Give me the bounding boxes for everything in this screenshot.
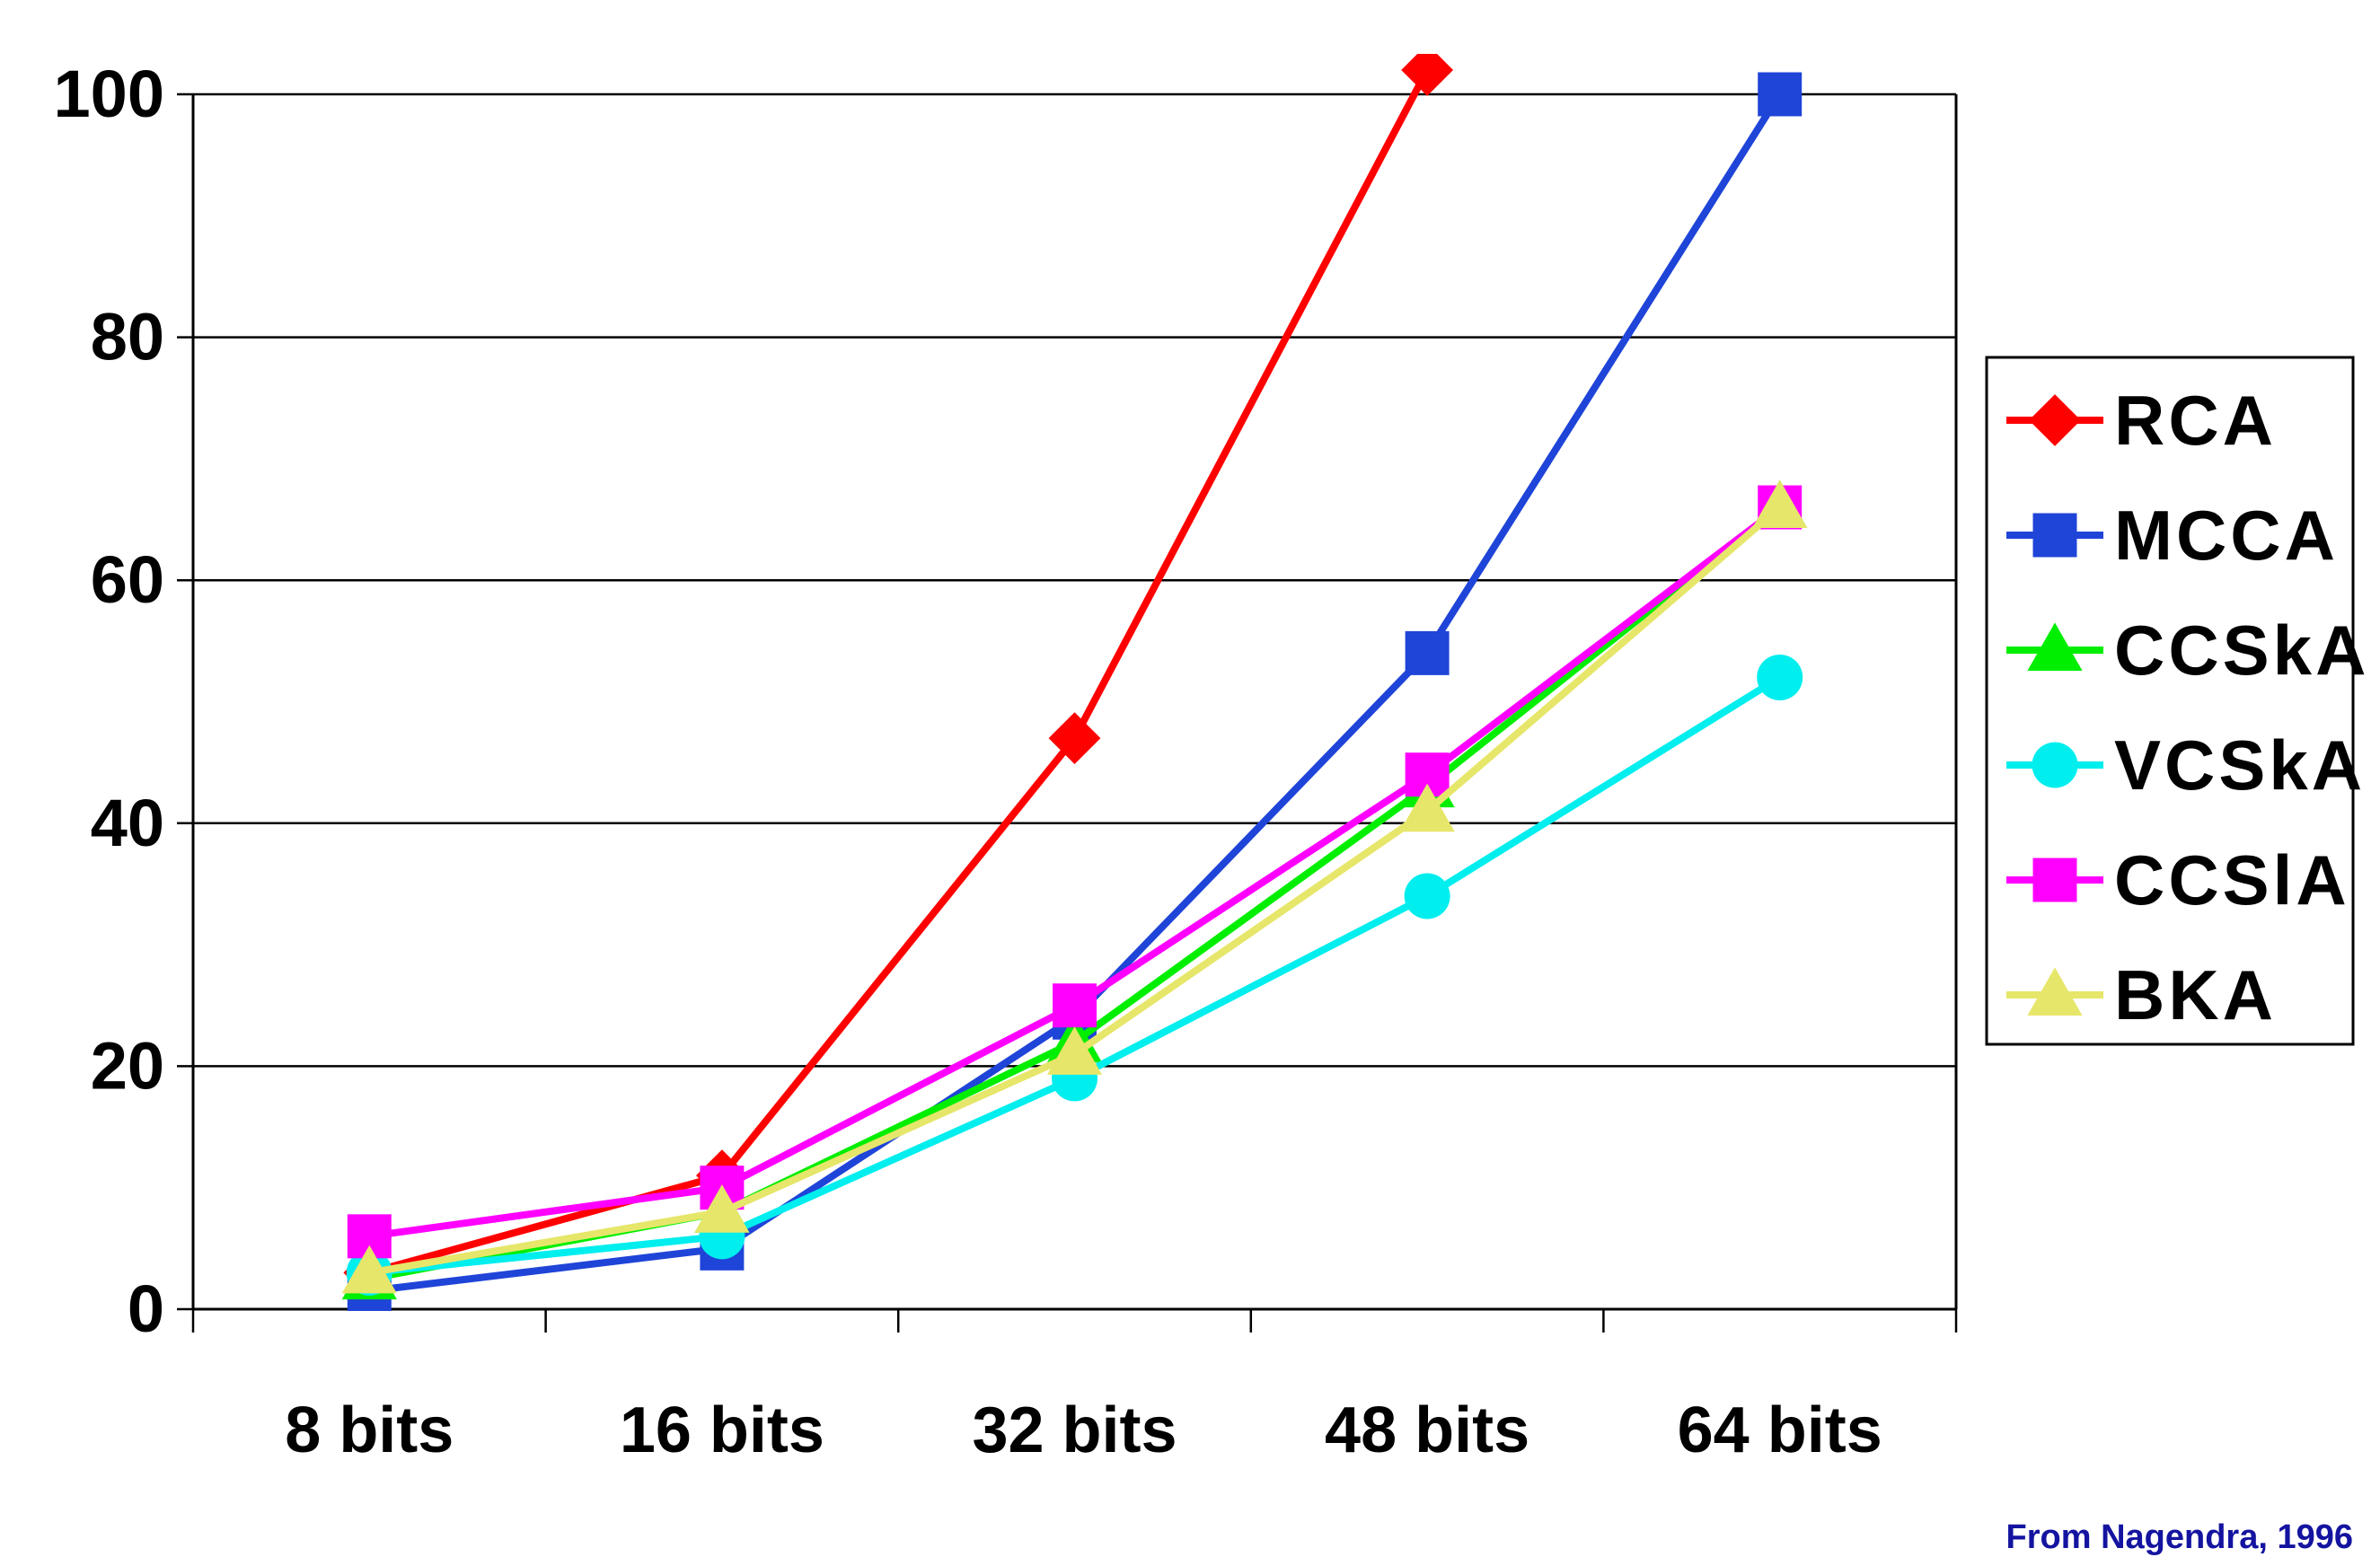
legend: RCA MCCA CCSkA VCSkA CCSlA BKA (1985, 356, 2369, 1046)
x-tick-label: 48 bits (1325, 1394, 1529, 1466)
data-point-rca (1048, 712, 1101, 764)
data-point-bka (694, 1184, 750, 1233)
legend-label: RCA (2114, 381, 2277, 460)
y-tick-label: 80 (91, 300, 164, 374)
legend-item-rca: RCA (2006, 381, 2277, 460)
x-axis-tick-labels: 8 bits 16 bits 32 bits 48 bits 64 bits (285, 1394, 1882, 1466)
y-tick-label: 40 (91, 786, 164, 860)
data-point-vcska (1757, 654, 1803, 700)
data-point-rca (1401, 54, 1453, 96)
y-axis-tick-labels: 0 20 40 60 80 100 (54, 57, 164, 1346)
series-line-bka (368, 504, 1783, 1277)
legend-label: CCSkA (2114, 611, 2369, 690)
data-point-bka (1399, 783, 1455, 832)
legend-label: CCSlA (2114, 840, 2350, 919)
legend-label: BKA (2114, 955, 2277, 1034)
legend-swatch-marker (2032, 742, 2078, 788)
series-ccsla (347, 485, 1803, 1259)
x-tick-label: 16 bits (620, 1394, 824, 1466)
source-note: From Nagendra, 1996 (2005, 1518, 2353, 1556)
legend-box (1985, 356, 2355, 1046)
series-rca (343, 54, 1453, 1299)
x-tick-label: 32 bits (972, 1394, 1177, 1466)
data-point-bka (1046, 1026, 1103, 1075)
series-bka (341, 479, 1808, 1294)
y-tick-label: 0 (128, 1271, 164, 1346)
series-lines (341, 54, 1808, 1311)
data-point-mcca (1758, 72, 1803, 117)
y-tick-label: 60 (91, 542, 164, 617)
y-tick-label: 20 (91, 1028, 164, 1103)
x-tick-label: 64 bits (1678, 1394, 1882, 1466)
legend-item-ccsla: CCSlA (2006, 840, 2350, 919)
legend-item-ccska: CCSkA (2006, 611, 2369, 690)
data-point-mcca (1405, 630, 1450, 675)
series-mcca (347, 72, 1803, 1311)
legend-swatch-marker (2029, 394, 2081, 446)
series-line-vcska (368, 674, 1782, 1277)
series-ccska (341, 479, 1808, 1300)
series-line-ccsla (368, 504, 1783, 1240)
legend-swatch-marker (2032, 513, 2077, 558)
legend-item-mcca: MCCA (2006, 496, 2339, 575)
data-point-ccsla (1053, 983, 1097, 1028)
legend-item-bka: BKA (2006, 955, 2277, 1034)
data-point-vcska (1404, 873, 1450, 919)
series-line-rca (368, 68, 1431, 1277)
legend-label: VCSkA (2114, 726, 2366, 805)
series-line-ccska (368, 504, 1783, 1283)
legend-swatch-marker (2032, 858, 2077, 902)
y-tick-label: 100 (54, 57, 164, 131)
legend-item-vcska: VCSkA (2006, 726, 2366, 805)
legend-label: MCCA (2114, 496, 2339, 575)
legend-swatch-marker (2027, 622, 2083, 671)
x-tick-label: 8 bits (285, 1394, 454, 1466)
gridlines (193, 92, 1956, 1068)
data-point-bka (1752, 479, 1808, 528)
data-point-bka (341, 1245, 397, 1294)
legend-swatch-marker (2027, 967, 2083, 1016)
axes (177, 92, 1958, 1333)
